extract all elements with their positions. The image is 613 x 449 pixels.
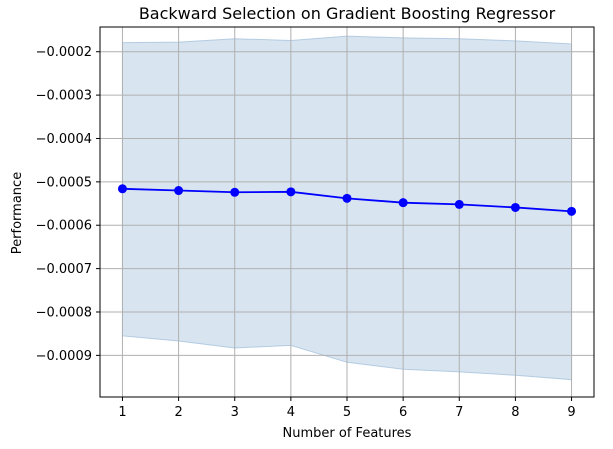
series-marker-layer <box>117 184 577 216</box>
gridlines <box>100 27 594 397</box>
x-tick-label: 3 <box>231 405 239 420</box>
y-tick-label: −0.0006 <box>36 219 92 234</box>
x-tick-label: 2 <box>174 405 182 420</box>
y-tick-label: −0.0003 <box>36 89 92 104</box>
x-axis-ticks: 1 2 3 4 5 6 7 8 9 <box>118 397 576 420</box>
x-tick-label: 4 <box>287 405 295 420</box>
y-tick-label: −0.0007 <box>36 262 92 277</box>
x-tick-label: 8 <box>511 405 519 420</box>
data-point <box>454 199 464 209</box>
data-point <box>230 187 240 197</box>
data-point <box>286 187 296 197</box>
x-axis-label: Number of Features <box>283 426 412 441</box>
data-point <box>398 198 408 208</box>
x-tick-label: 6 <box>399 405 407 420</box>
data-point <box>567 206 577 216</box>
x-tick-label: 5 <box>343 405 351 420</box>
chart-title: Backward Selection on Gradient Boosting … <box>139 4 556 23</box>
x-tick-label: 9 <box>567 405 575 420</box>
y-tick-label: −0.0005 <box>36 175 92 190</box>
data-point <box>117 184 127 194</box>
data-point <box>510 202 520 212</box>
y-axis-label: Performance <box>10 172 25 254</box>
x-tick-label: 7 <box>455 405 463 420</box>
data-point <box>342 193 352 203</box>
y-tick-label: −0.0009 <box>36 349 92 364</box>
y-tick-label: −0.0002 <box>36 45 92 60</box>
x-tick-label: 1 <box>118 405 126 420</box>
y-tick-label: −0.0008 <box>36 305 92 320</box>
y-tick-label: −0.0004 <box>36 132 92 147</box>
data-point <box>174 186 184 196</box>
y-axis-ticks: −0.0002 −0.0003 −0.0004 −0.0005 −0.0006 −0.00… <box>36 45 100 364</box>
